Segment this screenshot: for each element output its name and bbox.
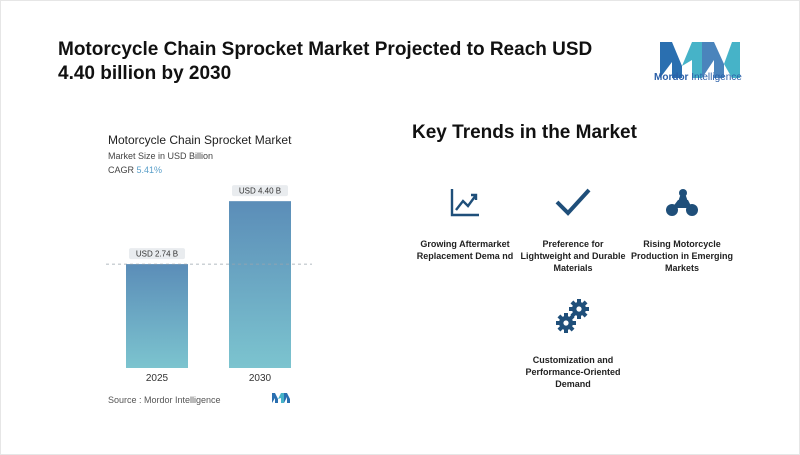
chart-title: Motorcycle Chain Sprocket Market xyxy=(108,133,292,147)
trend-item: Rising Motorcycle Production in Emerging… xyxy=(627,186,737,274)
motorcycle-icon xyxy=(666,189,698,216)
trend-label: Growing Aftermarket Replacement Dema nd xyxy=(416,239,514,261)
mordor-logo-icon xyxy=(660,42,740,78)
cagr-value: 5.41% xyxy=(136,165,163,175)
source-text: Source : Mordor Intelligence xyxy=(108,395,221,405)
data-label: USD 2.74 B xyxy=(136,250,178,259)
trends-title: Key Trends in the Market xyxy=(412,122,637,143)
trend-item: Growing Aftermarket Replacement Dema nd xyxy=(410,186,520,262)
trend-label: Rising Motorcycle Production in Emerging… xyxy=(630,239,733,273)
cagr-text: CAGR 5.41% xyxy=(108,165,163,175)
x-tick-label: 2030 xyxy=(249,373,272,384)
bar-2030 xyxy=(229,201,291,368)
mordor-small-logo-icon xyxy=(272,393,290,403)
data-label-box xyxy=(232,185,288,197)
chart-subtitle: Market Size in USD Billion xyxy=(108,151,214,161)
data-label: USD 4.40 B xyxy=(239,187,281,196)
checkmark-icon xyxy=(555,188,591,216)
trend-label: Customization and Performance-Oriented D… xyxy=(525,355,621,389)
page-title: Motorcycle Chain Sprocket Market Project… xyxy=(58,39,593,84)
bar-2025 xyxy=(126,264,188,368)
trend-item: Preference for Lightweight and Durable M… xyxy=(518,186,628,274)
trend-item: Customization and Performance-Oriented D… xyxy=(518,298,628,390)
brand-name: Mordor Intelligence xyxy=(654,72,742,83)
line-chart-icon xyxy=(450,189,479,217)
x-tick-label: 2025 xyxy=(146,373,169,384)
data-label-box xyxy=(129,248,185,260)
gears-icon xyxy=(556,299,589,333)
trend-label: Preference for Lightweight and Durable M… xyxy=(520,239,626,273)
